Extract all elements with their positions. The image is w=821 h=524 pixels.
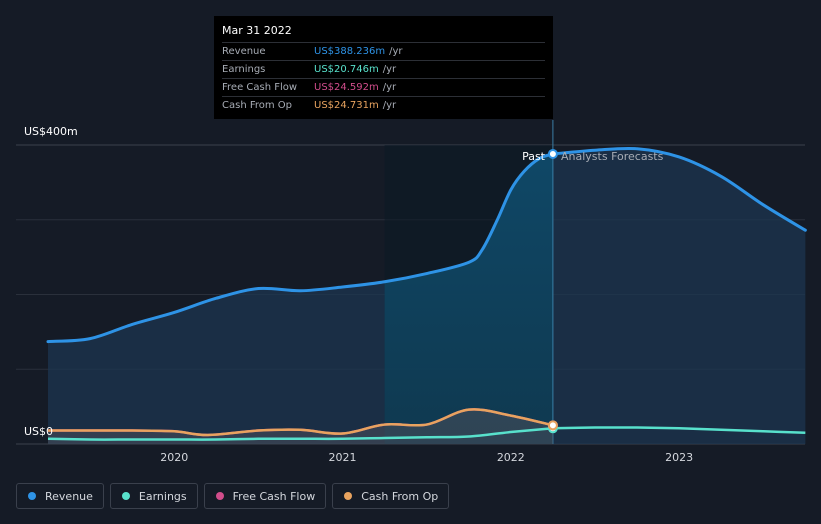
x-tick-label: 2023 <box>665 451 693 464</box>
legend-label: Revenue <box>45 489 93 503</box>
earnings-line <box>47 427 554 441</box>
tooltip-label: Cash From Op <box>222 100 293 111</box>
chart-canvas: US$400m US$0 Past Analysts Forecasts 202… <box>16 120 807 464</box>
cash-area-fill <box>48 409 553 444</box>
y-tick-label-top: US$400m <box>24 125 78 138</box>
tooltip-date: Mar 31 2022 <box>222 24 292 37</box>
tooltip-label: Free Cash Flow <box>222 82 298 93</box>
cash-from-op-marker <box>547 420 558 431</box>
tooltip-row-revenue: Revenue US$388.236m /yr <box>222 42 545 60</box>
tooltip-unit: /yr <box>382 82 397 93</box>
legend-dot-icon <box>121 492 130 500</box>
legend-item-earnings[interactable]: Earnings <box>109 483 198 509</box>
x-tick-label: 2020 <box>160 451 188 464</box>
legend-item-free-cash-flow[interactable]: Free Cash Flow <box>203 483 327 509</box>
cash-from-op-line <box>48 408 554 437</box>
legend: Revenue Earnings Free Cash Flow Cash Fro… <box>16 483 450 509</box>
y-tick-label-bottom: US$0 <box>24 425 53 438</box>
legend-item-cash-from-op[interactable]: Cash From Op <box>332 483 450 509</box>
x-tick-label: 2022 <box>497 451 525 464</box>
point-markers[interactable] <box>547 148 558 434</box>
revenue-forecast-line <box>551 146 807 232</box>
revenue-marker <box>547 148 558 159</box>
tooltip-unit: /yr <box>382 64 397 75</box>
legend-item-revenue[interactable]: Revenue <box>16 483 104 509</box>
tooltip-row-earnings: Earnings US$20.746m /yr <box>222 60 545 78</box>
forecast-label: Analysts Forecasts <box>561 150 664 163</box>
legend-dot-icon <box>28 492 36 500</box>
revenue-line <box>46 152 555 344</box>
tooltip-value: US$20.746m <box>314 64 379 75</box>
past-label: Past <box>522 150 546 163</box>
tooltip-row-free-cash-flow: Free Cash Flow US$24.592m /yr <box>222 78 545 96</box>
tooltip-label: Earnings <box>222 64 266 75</box>
tooltip-unit: /yr <box>382 100 397 111</box>
legend-label: Cash From Op <box>361 489 439 503</box>
tooltip-value: US$388.236m <box>314 46 386 57</box>
legend-dot-icon <box>344 492 353 500</box>
tooltip-value: US$24.731m <box>314 100 379 111</box>
tooltip-value: US$24.592m <box>314 82 379 93</box>
legend-dot-icon <box>215 492 224 500</box>
x-tick-label: 2021 <box>329 451 357 464</box>
earnings-forecast-line <box>552 426 806 435</box>
tooltip-label: Revenue <box>222 46 266 57</box>
tooltip-unit: /yr <box>389 46 403 57</box>
series-lines <box>46 146 807 441</box>
tooltip-row-cash-from-op: Cash From Op US$24.731m /yr <box>222 96 545 114</box>
legend-label: Free Cash Flow <box>232 489 316 503</box>
legend-label: Earnings <box>138 489 187 503</box>
tooltip: Mar 31 2022 Revenue US$388.236m /yr Earn… <box>214 16 553 119</box>
axis-labels: US$400m US$0 Past Analysts Forecasts 202… <box>24 125 693 464</box>
revenue-area <box>48 120 806 444</box>
